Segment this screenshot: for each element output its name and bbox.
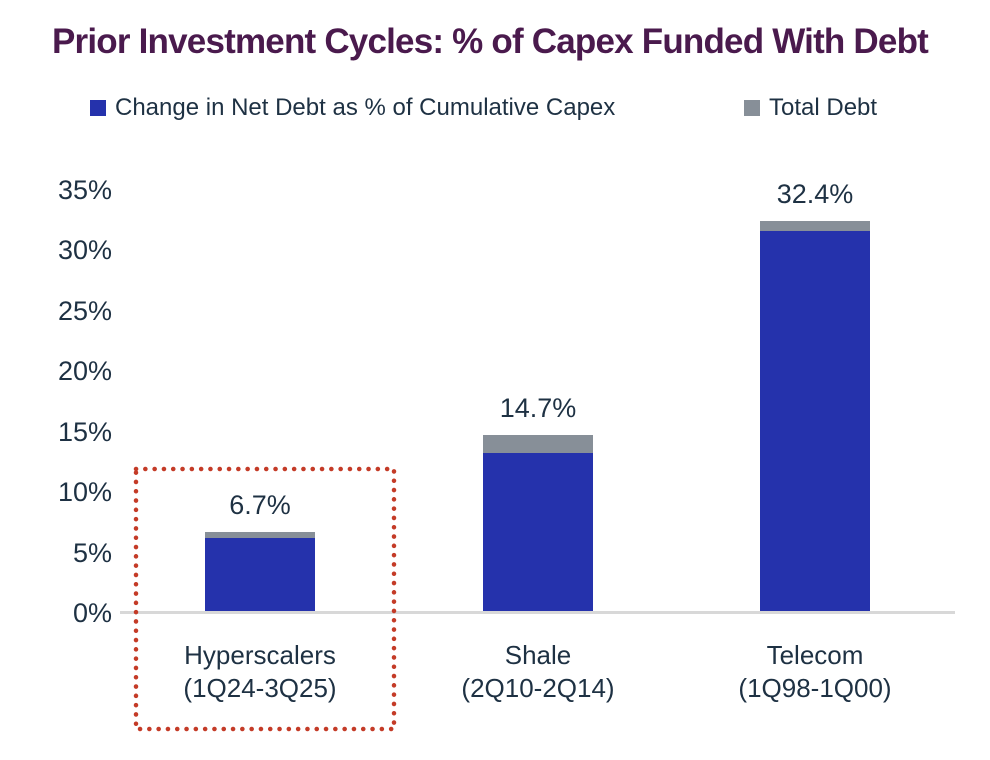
- y-tick-label-10pct: 10%: [57, 477, 112, 508]
- legend-label-total-debt: Total Debt: [769, 94, 878, 121]
- y-tick-label-0pct: 0%: [72, 598, 112, 628]
- y-tick-label-5pct: 5%: [72, 537, 112, 568]
- chart-title: Prior Investment Cycles: % of Capex Fund…: [52, 22, 929, 61]
- category-label-telecom: Telecom (1Q98-1Q00): [680, 639, 950, 705]
- bar-value-label-shale: 14.7%: [499, 393, 577, 424]
- x-axis-line: [120, 611, 955, 614]
- legend-item-net-debt: Change in Net Debt as % of Cumulative Ca…: [90, 94, 615, 122]
- category-period-hyperscalers: (1Q24-3Q25): [183, 673, 337, 703]
- bar-telecom-net-debt-segment: [760, 231, 870, 613]
- category-label-shale: Shale (2Q10-2Q14): [403, 639, 673, 705]
- category-period-shale: (2Q10-2Q14): [461, 673, 615, 703]
- bar-shale: [483, 435, 593, 613]
- y-tick-label-15pct: 15%: [57, 416, 112, 447]
- category-name-shale: Shale: [504, 640, 572, 670]
- bar-value-label-hyperscalers: 6.7%: [229, 490, 291, 521]
- y-tick-label-30pct: 30%: [57, 235, 112, 266]
- bar-telecom: [760, 221, 870, 613]
- net-debt-swatch-icon: [90, 100, 106, 116]
- bar-telecom-total-debt-segment: [760, 221, 870, 232]
- bar-hyperscalers-net-debt-segment: [205, 538, 315, 613]
- bar-shale-net-debt-segment: [483, 453, 593, 613]
- y-tick-label-35pct: 35%: [57, 175, 112, 205]
- legend-label-net-debt: Change in Net Debt as % of Cumulative Ca…: [115, 94, 616, 121]
- bar-value-label-telecom: 32.4%: [776, 179, 854, 210]
- bar-shale-total-debt-segment: [483, 435, 593, 454]
- total-debt-swatch-icon: [744, 100, 760, 116]
- category-name-telecom: Telecom: [766, 640, 864, 670]
- category-name-hyperscalers: Hyperscalers: [184, 640, 336, 670]
- y-tick-label-20pct: 20%: [57, 356, 112, 387]
- category-label-hyperscalers: Hyperscalers (1Q24-3Q25): [125, 639, 395, 705]
- category-period-telecom: (1Q98-1Q00): [738, 673, 892, 703]
- y-tick-label-25pct: 25%: [57, 295, 112, 326]
- bar-hyperscalers: [205, 532, 315, 613]
- legend-item-total-debt: Total Debt: [744, 94, 877, 122]
